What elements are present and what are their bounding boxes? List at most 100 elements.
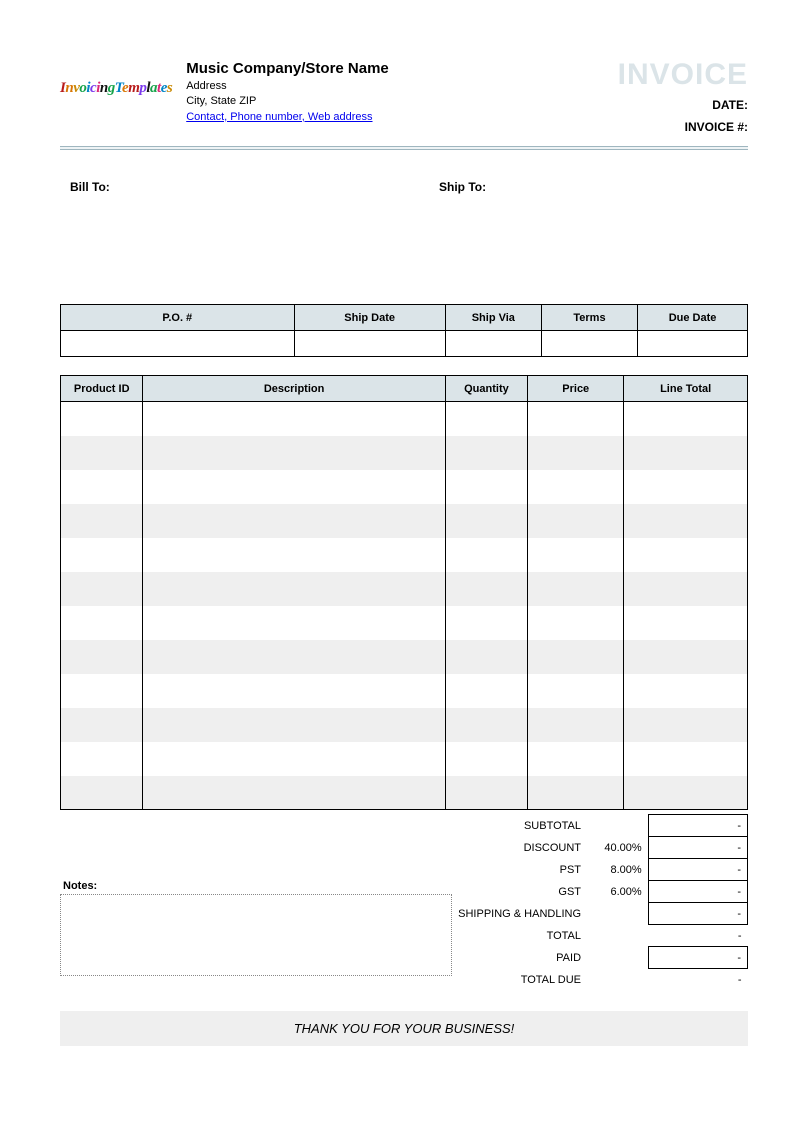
item-cell[interactable]: [143, 674, 445, 708]
item-cell[interactable]: [143, 504, 445, 538]
cell-shipvia[interactable]: [445, 331, 541, 357]
item-cell[interactable]: [624, 436, 748, 470]
totals-row: DISCOUNT40.00%-: [452, 837, 747, 859]
item-cell[interactable]: [61, 538, 143, 572]
col-description: Description: [143, 376, 445, 402]
item-cell[interactable]: [445, 708, 527, 742]
item-cell[interactable]: [624, 504, 748, 538]
item-cell[interactable]: [445, 572, 527, 606]
order-info-row: [61, 331, 748, 357]
item-cell[interactable]: [528, 742, 624, 776]
totals-value: -: [648, 969, 747, 991]
item-cell[interactable]: [528, 606, 624, 640]
item-cell[interactable]: [528, 436, 624, 470]
item-cell[interactable]: [143, 402, 445, 436]
item-cell[interactable]: [143, 776, 445, 810]
item-cell[interactable]: [445, 470, 527, 504]
totals-pct: [587, 969, 648, 991]
item-cell[interactable]: [143, 742, 445, 776]
item-cell[interactable]: [528, 572, 624, 606]
cell-po[interactable]: [61, 331, 295, 357]
item-cell[interactable]: [61, 572, 143, 606]
company-address-1: Address: [186, 79, 389, 94]
totals-row: TOTAL DUE-: [452, 969, 747, 991]
item-cell[interactable]: [528, 674, 624, 708]
item-cell[interactable]: [143, 436, 445, 470]
table-row: [61, 538, 748, 572]
item-cell[interactable]: [445, 504, 527, 538]
cell-duedate[interactable]: [638, 331, 748, 357]
item-cell[interactable]: [61, 470, 143, 504]
totals-block: SUBTOTAL-DISCOUNT40.00%-PST8.00%-GST6.00…: [452, 814, 748, 991]
item-cell[interactable]: [624, 742, 748, 776]
item-cell[interactable]: [528, 402, 624, 436]
item-cell[interactable]: [624, 606, 748, 640]
totals-pct: [587, 947, 648, 969]
item-cell[interactable]: [624, 708, 748, 742]
item-cell[interactable]: [61, 402, 143, 436]
totals-value: -: [648, 859, 747, 881]
item-cell[interactable]: [61, 640, 143, 674]
invoice-num-label: INVOICE #:: [676, 120, 748, 134]
item-cell[interactable]: [61, 606, 143, 640]
totals-label: SUBTOTAL: [452, 815, 587, 837]
logo: InvoicingTemplates: [60, 80, 172, 97]
item-cell[interactable]: [61, 436, 143, 470]
item-cell[interactable]: [445, 742, 527, 776]
col-terms: Terms: [541, 305, 637, 331]
item-cell[interactable]: [528, 538, 624, 572]
company-block: Music Company/Store Name Address City, S…: [186, 60, 389, 123]
col-shipdate: Ship Date: [294, 305, 445, 331]
item-cell[interactable]: [61, 742, 143, 776]
cell-shipdate[interactable]: [294, 331, 445, 357]
col-productid: Product ID: [61, 376, 143, 402]
item-cell[interactable]: [528, 640, 624, 674]
invoice-num-row: INVOICE #:: [618, 120, 748, 134]
item-cell[interactable]: [143, 708, 445, 742]
item-cell[interactable]: [61, 776, 143, 810]
item-cell[interactable]: [624, 470, 748, 504]
contact-link[interactable]: Contact, Phone number, Web address: [186, 111, 372, 123]
item-cell[interactable]: [624, 776, 748, 810]
company-name: Music Company/Store Name: [186, 60, 389, 77]
item-cell[interactable]: [143, 606, 445, 640]
item-cell[interactable]: [528, 470, 624, 504]
cell-terms[interactable]: [541, 331, 637, 357]
item-cell[interactable]: [61, 708, 143, 742]
notes-input[interactable]: [60, 894, 452, 976]
date-label: DATE:: [676, 98, 748, 112]
table-row: [61, 436, 748, 470]
item-cell[interactable]: [624, 640, 748, 674]
col-price: Price: [528, 376, 624, 402]
item-cell[interactable]: [624, 674, 748, 708]
table-row: [61, 708, 748, 742]
totals-row: SHIPPING & HANDLING-: [452, 903, 747, 925]
item-cell[interactable]: [528, 504, 624, 538]
ship-to-label: Ship To:: [439, 180, 486, 194]
item-cell[interactable]: [445, 776, 527, 810]
item-cell[interactable]: [528, 708, 624, 742]
item-cell[interactable]: [624, 572, 748, 606]
item-cell[interactable]: [528, 776, 624, 810]
item-cell[interactable]: [445, 402, 527, 436]
totals-value: -: [648, 815, 747, 837]
item-cell[interactable]: [624, 402, 748, 436]
col-linetotal: Line Total: [624, 376, 748, 402]
ship-to-block: Ship To:: [369, 180, 738, 194]
item-cell[interactable]: [143, 538, 445, 572]
item-cell[interactable]: [445, 640, 527, 674]
item-cell[interactable]: [61, 674, 143, 708]
table-row: [61, 402, 748, 436]
item-cell[interactable]: [143, 640, 445, 674]
item-cell[interactable]: [445, 606, 527, 640]
item-cell[interactable]: [61, 504, 143, 538]
item-cell[interactable]: [445, 436, 527, 470]
header: InvoicingTemplates Music Company/Store N…: [60, 60, 748, 134]
item-cell[interactable]: [445, 538, 527, 572]
item-cell[interactable]: [445, 674, 527, 708]
item-cell[interactable]: [143, 572, 445, 606]
totals-row: PAID-: [452, 947, 747, 969]
date-row: DATE:: [618, 98, 748, 112]
item-cell[interactable]: [143, 470, 445, 504]
item-cell[interactable]: [624, 538, 748, 572]
